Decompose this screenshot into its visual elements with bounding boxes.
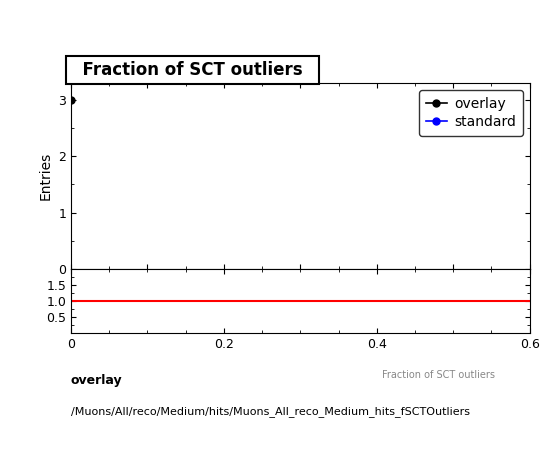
Text: Fraction of SCT outliers: Fraction of SCT outliers — [382, 370, 495, 380]
Text: /Muons/All/reco/Medium/hits/Muons_All_reco_Medium_hits_fSCTOutliers: /Muons/All/reco/Medium/hits/Muons_All_re… — [71, 407, 470, 418]
Legend: overlay, standard: overlay, standard — [419, 90, 523, 136]
Text: overlay: overlay — [71, 374, 123, 387]
Y-axis label: Entries: Entries — [39, 152, 52, 200]
Text: Fraction of SCT outliers: Fraction of SCT outliers — [71, 61, 314, 79]
